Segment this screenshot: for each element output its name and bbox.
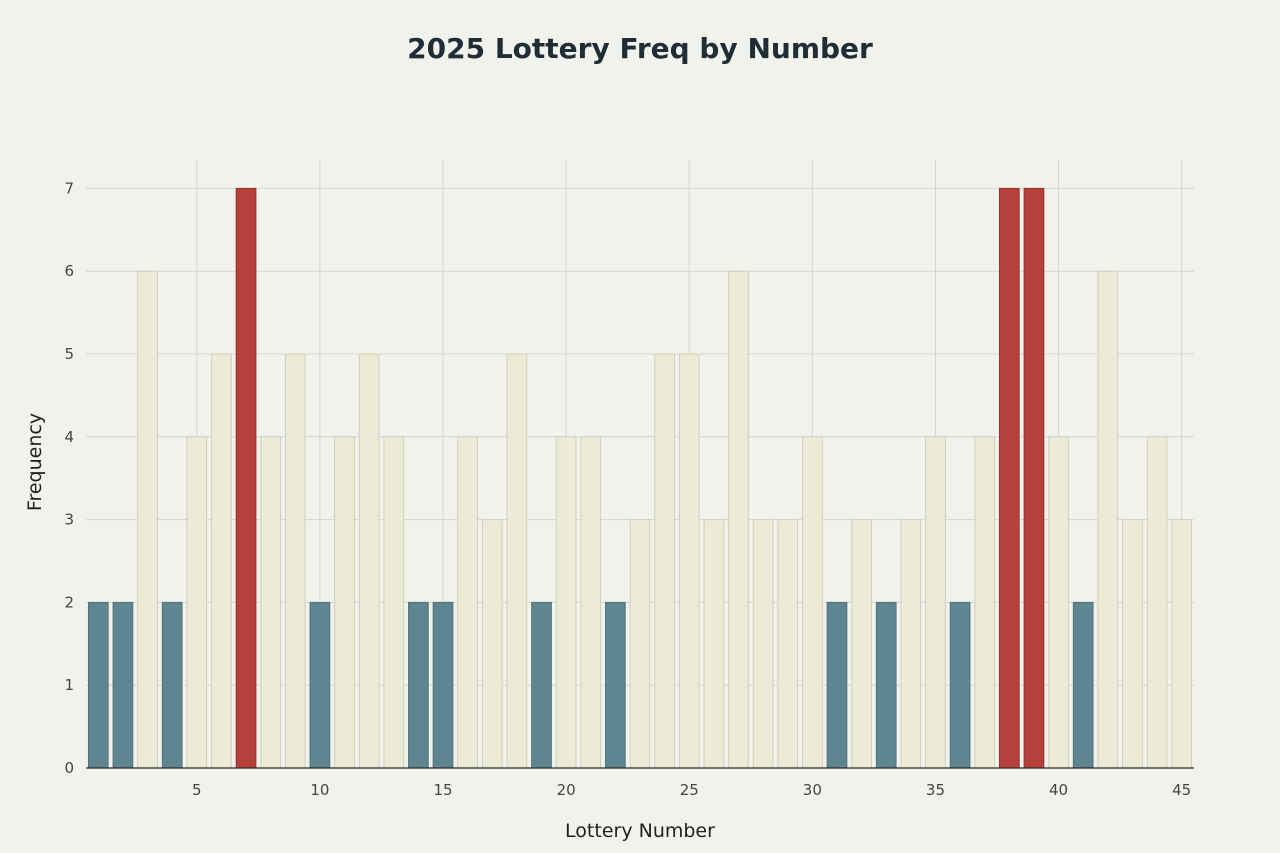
y-tick-label: 0	[64, 759, 74, 777]
bar-38	[998, 187, 1020, 769]
bar-13	[383, 436, 405, 769]
bar-32	[851, 519, 872, 769]
x-tick-label: 35	[926, 781, 945, 799]
bar-37	[974, 436, 996, 769]
y-tick-label: 5	[64, 345, 74, 363]
y-tick-label: 2	[64, 593, 74, 611]
bar-14	[408, 601, 429, 769]
bar-15	[432, 601, 454, 769]
bar-9	[284, 353, 306, 769]
bar-24	[654, 353, 675, 769]
bar-6	[211, 353, 232, 769]
bar-40	[1048, 436, 1069, 769]
bar-23	[629, 519, 651, 769]
y-tick-label: 1	[64, 676, 74, 694]
bar-33	[875, 601, 897, 769]
bar-12	[358, 353, 380, 769]
chart-title: 2025 Lottery Freq by Number	[407, 32, 873, 65]
y-tick-label: 4	[64, 428, 74, 446]
bar-1	[87, 601, 109, 769]
bar-36	[949, 601, 971, 769]
x-tick-label: 15	[433, 781, 452, 799]
bar-11	[334, 436, 355, 769]
y-tick-label: 6	[64, 262, 74, 280]
x-tick-label: 20	[557, 781, 576, 799]
bar-28	[752, 519, 774, 769]
bar-18	[506, 353, 528, 769]
bar-2	[112, 601, 134, 769]
x-tick-label: 45	[1172, 781, 1191, 799]
bar-25	[678, 353, 700, 769]
bar-41	[1072, 601, 1094, 769]
bar-16	[457, 436, 478, 769]
x-axis-label: Lottery Number	[565, 820, 715, 842]
y-axis-label: Frequency	[24, 412, 46, 512]
bar-27	[728, 270, 749, 769]
y-tick-label: 3	[64, 511, 74, 529]
bar-26	[703, 519, 725, 769]
bar-45	[1171, 519, 1193, 769]
x-tick-label: 30	[803, 781, 822, 799]
bar-8	[260, 436, 282, 769]
bar-30	[802, 436, 823, 769]
bar-34	[900, 519, 922, 769]
bar-22	[605, 601, 626, 769]
bar-29	[777, 519, 799, 769]
x-tick-label: 25	[680, 781, 699, 799]
bar-21	[580, 436, 602, 769]
bar-19	[531, 601, 552, 769]
x-tick-label: 40	[1049, 781, 1068, 799]
bar-39	[1023, 187, 1045, 769]
bar-42	[1097, 270, 1119, 769]
bar-4	[161, 601, 183, 769]
bar-10	[309, 601, 331, 769]
bar-5	[186, 436, 208, 769]
bar-44	[1146, 436, 1168, 769]
bar-43	[1122, 519, 1143, 769]
bar-3	[137, 270, 158, 769]
y-tick-label: 7	[64, 179, 74, 197]
bar-31	[826, 601, 848, 769]
bar-20	[555, 436, 577, 769]
x-tick-label: 5	[192, 781, 202, 799]
bar-17	[481, 519, 503, 769]
bar-35	[925, 436, 946, 769]
x-tick-label: 10	[310, 781, 329, 799]
bar-7	[235, 187, 257, 769]
